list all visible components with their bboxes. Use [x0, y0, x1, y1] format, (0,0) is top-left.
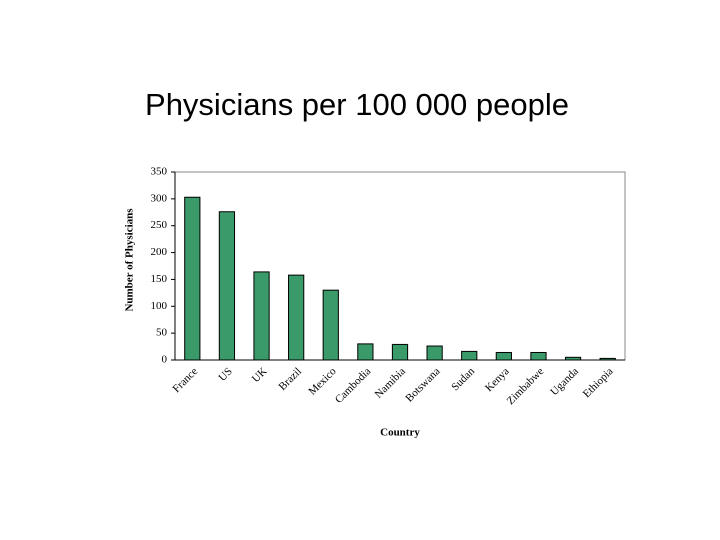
x-tick-label: Zimbabwe: [505, 365, 547, 407]
x-tick-label: Ethiopia: [581, 365, 616, 400]
bar: [322, 289, 339, 361]
bar: [564, 356, 582, 361]
x-tick-label: Kenya: [483, 365, 512, 394]
bar: [253, 271, 270, 361]
x-tick-label: Mexico: [306, 365, 339, 398]
y-tick-label: 150: [151, 273, 168, 285]
x-tick-label: Uganda: [548, 365, 581, 398]
bar: [461, 350, 478, 361]
x-tick-label: France: [171, 365, 201, 395]
y-tick-label: 50: [156, 327, 168, 339]
bar: [391, 343, 409, 361]
x-tick-label: Cambodia: [333, 365, 374, 406]
x-tick-label: Brazil: [277, 365, 304, 392]
plot-frame: [174, 171, 626, 361]
bar: [357, 343, 374, 361]
y-tick-label: 250: [151, 219, 168, 231]
bar: [426, 345, 443, 361]
bar: [184, 196, 201, 361]
x-tick-label: UK: [250, 365, 270, 385]
y-tick-label: 0: [162, 354, 168, 366]
x-axis-label: Country: [380, 427, 420, 439]
chart-title: Physicians per 100 000 people: [145, 87, 569, 122]
y-axis-label: Number of Physicians: [124, 208, 136, 312]
x-tick-label: Botswana: [403, 365, 442, 404]
y-tick-label: 200: [151, 246, 168, 258]
y-tick-label: 350: [151, 166, 168, 178]
bar: [218, 211, 236, 361]
bar: [288, 274, 305, 361]
bar: [495, 351, 512, 361]
x-tick-label: Sudan: [449, 365, 477, 393]
bar: [599, 357, 616, 361]
x-tick-label: US: [216, 365, 234, 383]
y-tick-label: 100: [151, 300, 168, 312]
y-tick-label: 300: [151, 192, 168, 204]
bar: [530, 351, 547, 361]
